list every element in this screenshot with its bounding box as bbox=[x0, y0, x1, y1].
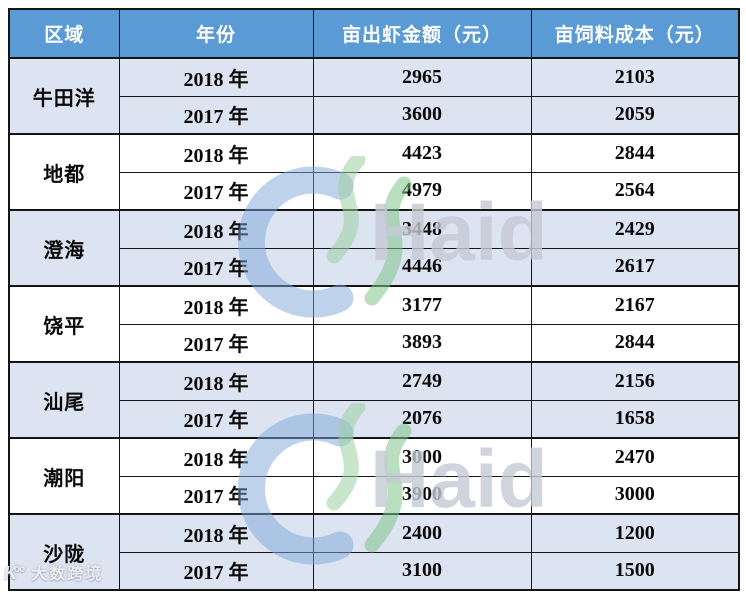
shrimp-amount-cell: 4446 bbox=[312, 247, 532, 286]
feed-cost-cell: 2429 bbox=[530, 209, 740, 248]
data-table: 区域 年份 亩出虾金额（元） 亩饲料成本（元） 牛田洋 2018 年 2965 210… bbox=[8, 8, 740, 591]
feed-cost-cell: 2167 bbox=[530, 285, 740, 324]
region-cell: 地都 bbox=[8, 133, 120, 210]
year-cell: 2017 年 bbox=[118, 323, 314, 362]
table-row: 2017 年 4446 2617 bbox=[9, 247, 740, 286]
year-cell: 2017 年 bbox=[118, 95, 314, 134]
shrimp-amount-cell: 3448 bbox=[312, 209, 532, 248]
feed-cost-cell: 1500 bbox=[530, 551, 740, 590]
region-cell: 牛田洋 bbox=[8, 57, 120, 134]
feed-cost-cell: 2470 bbox=[530, 437, 740, 476]
table-row: 2017 年 3600 2059 bbox=[9, 95, 740, 134]
table-row: 潮阳 2018 年 3000 2470 bbox=[8, 437, 740, 514]
shrimp-amount-cell: 3893 bbox=[312, 323, 532, 362]
table-row: 沙陇 2018 年 2400 1200 bbox=[8, 513, 740, 590]
year-cell: 2018 年 bbox=[118, 513, 314, 552]
table-row: 汕尾 2018 年 2749 2156 bbox=[8, 361, 740, 438]
table-row: 2017 年 3900 3000 bbox=[9, 475, 740, 514]
column-header-region: 区域 bbox=[8, 8, 120, 59]
shrimp-amount-cell: 3600 bbox=[312, 95, 532, 134]
table-row: 地都 2018 年 4423 2844 bbox=[8, 133, 740, 210]
feed-cost-cell: 2156 bbox=[530, 361, 740, 400]
table-row: 牛田洋 2018 年 2965 2103 bbox=[8, 57, 740, 134]
table-row: 2017 年 2076 1658 bbox=[9, 399, 740, 438]
region-cell: 潮阳 bbox=[8, 437, 120, 514]
year-cell: 2017 年 bbox=[118, 247, 314, 286]
feed-cost-cell: 2059 bbox=[530, 95, 740, 134]
shrimp-amount-cell: 4423 bbox=[312, 133, 532, 172]
table-row: 饶平 2018 年 3177 2167 bbox=[8, 285, 740, 362]
region-cell: 饶平 bbox=[8, 285, 120, 362]
shrimp-amount-cell: 2965 bbox=[312, 57, 532, 96]
shrimp-amount-cell: 3177 bbox=[312, 285, 532, 324]
table-row: 2017 年 4979 2564 bbox=[9, 171, 740, 210]
table-row: 2017 年 3100 1500 bbox=[9, 551, 740, 590]
year-cell: 2017 年 bbox=[118, 551, 314, 590]
column-header-shrimp-amount: 亩出虾金额（元） bbox=[312, 8, 532, 59]
feed-cost-cell: 2564 bbox=[530, 171, 740, 210]
year-cell: 2018 年 bbox=[118, 285, 314, 324]
year-cell: 2018 年 bbox=[118, 57, 314, 96]
shrimp-amount-cell: 3900 bbox=[312, 475, 532, 514]
shrimp-amount-cell: 3000 bbox=[312, 437, 532, 476]
shrimp-amount-cell: 2749 bbox=[312, 361, 532, 400]
table-header: 区域 年份 亩出虾金额（元） 亩饲料成本（元） bbox=[8, 8, 740, 59]
year-cell: 2017 年 bbox=[118, 399, 314, 438]
feed-cost-cell: 1658 bbox=[530, 399, 740, 438]
year-cell: 2018 年 bbox=[118, 361, 314, 400]
region-cell: 澄海 bbox=[8, 209, 120, 286]
feed-cost-cell: 2844 bbox=[530, 323, 740, 362]
column-header-feed-cost: 亩饲料成本（元） bbox=[530, 8, 740, 59]
header-row: 区域 年份 亩出虾金额（元） 亩饲料成本（元） bbox=[8, 8, 740, 59]
region-cell: 沙陇 bbox=[8, 513, 120, 590]
region-cell: 汕尾 bbox=[8, 361, 120, 438]
feed-cost-cell: 3000 bbox=[530, 475, 740, 514]
column-header-year: 年份 bbox=[118, 8, 314, 59]
year-cell: 2018 年 bbox=[118, 209, 314, 248]
shrimp-amount-cell: 2400 bbox=[312, 513, 532, 552]
year-cell: 2017 年 bbox=[118, 171, 314, 210]
feed-cost-cell: 2103 bbox=[530, 57, 740, 96]
feed-cost-cell: 2844 bbox=[530, 133, 740, 172]
shrimp-amount-cell: 2076 bbox=[312, 399, 532, 438]
year-cell: 2018 年 bbox=[118, 133, 314, 172]
year-cell: 2018 年 bbox=[118, 437, 314, 476]
table-row: 澄海 2018 年 3448 2429 bbox=[8, 209, 740, 286]
shrimp-amount-cell: 4979 bbox=[312, 171, 532, 210]
feed-cost-cell: 2617 bbox=[530, 247, 740, 286]
year-cell: 2017 年 bbox=[118, 475, 314, 514]
table-figure: 区域 年份 亩出虾金额（元） 亩饲料成本（元） 牛田洋 2018 年 2965 210… bbox=[8, 8, 740, 591]
feed-cost-cell: 1200 bbox=[530, 513, 740, 552]
table-row: 2017 年 3893 2844 bbox=[9, 323, 740, 362]
shrimp-amount-cell: 3100 bbox=[312, 551, 532, 590]
